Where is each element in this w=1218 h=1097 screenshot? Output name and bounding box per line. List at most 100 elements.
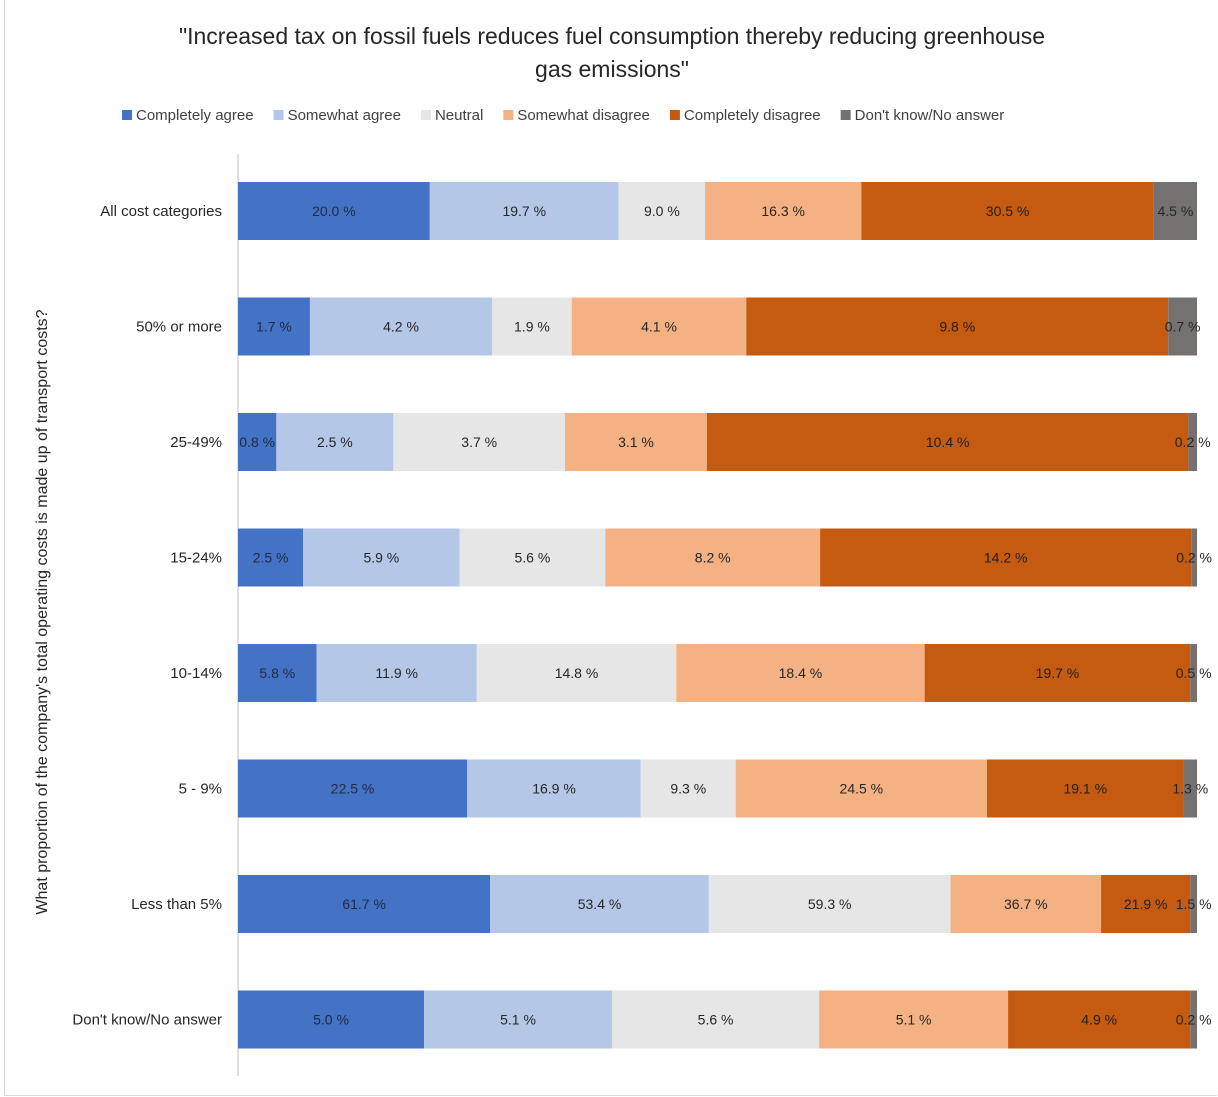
bar-row-less-than-5: 61.7 % 53.4 % 59.3 % 36.7 % 21.9 % 1.5 % xyxy=(238,875,1212,933)
legend-swatch xyxy=(420,110,431,120)
data-label: 5.6 % xyxy=(698,1012,734,1028)
bar-segment-somewhat-disagree xyxy=(605,528,821,587)
bar-segment-completely-agree xyxy=(238,990,425,1049)
legend-swatch xyxy=(273,110,284,120)
bar-segment-somewhat-agree xyxy=(424,990,613,1049)
bar-segment-don-t-know-no-answer xyxy=(1190,644,1197,702)
legend-label: Completely agree xyxy=(136,107,254,124)
data-label: 5.1 % xyxy=(500,1012,536,1028)
bar-segment-don-t-know-no-answer xyxy=(1168,297,1197,356)
chart-frame xyxy=(4,0,1217,1096)
category-label: 25-49% xyxy=(170,434,222,451)
bar-segment-neutral xyxy=(476,644,677,702)
bar-segment-completely-agree xyxy=(238,759,468,818)
data-label: 19.7 % xyxy=(502,203,546,219)
legend-label: Somewhat agree xyxy=(288,107,401,124)
data-label: 0.2 % xyxy=(1176,550,1212,566)
data-label: 4.1 % xyxy=(641,319,677,335)
legend-item-neutral: Neutral xyxy=(420,107,483,124)
bar-segment-completely-disagree xyxy=(820,528,1192,587)
data-label: 5.6 % xyxy=(515,550,551,566)
bar-segment-completely-disagree xyxy=(986,759,1184,818)
data-label: 18.4 % xyxy=(779,665,823,681)
bar-segment-somewhat-disagree xyxy=(819,990,1009,1049)
chart-legend: Completely agree Somewhat agree Neutral Som… xyxy=(122,107,1004,124)
bar-segment-don-t-know-no-answer xyxy=(1191,528,1197,587)
bar-segment-neutral xyxy=(393,413,566,471)
bar-segment-neutral xyxy=(459,528,606,587)
bar-segment-completely-disagree xyxy=(1101,875,1191,933)
data-label: 8.2 % xyxy=(695,550,731,566)
bar-segment-somewhat-agree xyxy=(309,297,493,356)
legend-label: Somewhat disagree xyxy=(517,107,650,124)
legend-swatch xyxy=(669,110,680,120)
bar-segment-completely-disagree xyxy=(861,182,1154,240)
data-label: 4.5 % xyxy=(1158,203,1194,219)
data-label: 0.5 % xyxy=(1176,665,1212,681)
category-label: 15-24% xyxy=(170,550,222,567)
bar-segment-somewhat-disagree xyxy=(705,182,862,240)
bar-segment-don-t-know-no-answer xyxy=(1153,182,1197,240)
bar-segment-somewhat-agree xyxy=(316,644,477,702)
legend-item-somewhat-agree: Somewhat agree xyxy=(273,107,401,124)
bar-segment-neutral xyxy=(708,875,951,933)
data-label: 4.9 % xyxy=(1081,1012,1117,1028)
bar-segment-somewhat-agree xyxy=(303,528,460,587)
data-label: 1.9 % xyxy=(514,319,550,335)
data-label: 2.5 % xyxy=(317,434,353,450)
category-label: 10-14% xyxy=(170,665,222,682)
legend-item-completely-agree: Completely agree xyxy=(122,107,254,124)
bar-segment-completely-disagree xyxy=(746,297,1169,356)
data-label: 22.5 % xyxy=(331,781,375,797)
data-label: 5.9 % xyxy=(363,550,399,566)
bar-segment-somewhat-agree xyxy=(467,759,641,818)
data-label: 2.5 % xyxy=(253,550,289,566)
bar-row-10-14: 5.8 % 11.9 % 14.8 % 18.4 % 19.7 % 0.5 % xyxy=(238,644,1212,702)
bar-segment-somewhat-disagree xyxy=(565,413,707,471)
legend-swatch xyxy=(503,110,514,120)
bar-segment-somewhat-agree xyxy=(276,413,394,471)
legend-label: Neutral xyxy=(435,107,483,124)
legend-item-somewhat-disagree: Somewhat disagree xyxy=(503,107,650,124)
legend-label: Completely disagree xyxy=(684,107,821,124)
bar-segment-don-t-know-no-answer xyxy=(1190,990,1197,1049)
bar-segment-don-t-know-no-answer xyxy=(1190,875,1197,933)
bars: 20.0 % 19.7 % 9.0 % 16.3 % 30.5 % 4.5 % 1.7 % 4… xyxy=(238,182,1212,1049)
bar-segment-somewhat-disagree xyxy=(571,297,747,356)
legend-item-completely-disagree: Completely disagree xyxy=(669,107,821,124)
data-label: 0.2 % xyxy=(1175,434,1211,450)
bar-segment-don-t-know-no-answer xyxy=(1188,413,1197,471)
bar-row-all-cost-categories: 20.0 % 19.7 % 9.0 % 16.3 % 30.5 % 4.5 % xyxy=(238,182,1197,240)
category-label: 50% or more xyxy=(136,319,222,336)
data-label: 1.5 % xyxy=(1176,896,1212,912)
data-label: 10.4 % xyxy=(926,434,970,450)
data-label: 19.7 % xyxy=(1036,665,1080,681)
bar-segment-neutral xyxy=(640,759,736,818)
data-label: 16.9 % xyxy=(532,781,576,797)
bar-segment-completely-agree xyxy=(238,413,277,471)
bar-segment-don-t-know-no-answer xyxy=(1183,759,1197,818)
data-label: 53.4 % xyxy=(578,896,622,912)
chart-title-line-2: gas emissions" xyxy=(535,56,689,82)
data-label: 3.7 % xyxy=(461,434,497,450)
bar-row-50-or-more: 1.7 % 4.2 % 1.9 % 4.1 % 9.8 % 0.7 % xyxy=(238,297,1201,356)
data-label: 59.3 % xyxy=(808,896,852,912)
data-label: 0.2 % xyxy=(1176,1012,1212,1028)
bar-segment-somewhat-disagree xyxy=(676,644,925,702)
chart-title-line-1: "Increased tax on fossil fuels reduces f… xyxy=(179,23,1045,49)
data-label: 5.8 % xyxy=(259,665,295,681)
data-label: 24.5 % xyxy=(840,781,884,797)
data-label: 20.0 % xyxy=(312,203,356,219)
bar-segment-neutral xyxy=(492,297,572,356)
legend-swatch xyxy=(840,110,851,120)
bar-segment-completely-disagree xyxy=(1008,990,1191,1049)
data-label: 1.3 % xyxy=(1172,781,1208,797)
data-label: 36.7 % xyxy=(1004,896,1048,912)
bar-row-don-t-know-no-answer: 5.0 % 5.1 % 5.6 % 5.1 % 4.9 % 0.2 % xyxy=(238,990,1212,1049)
bar-segment-completely-agree xyxy=(238,644,317,702)
data-label: 9.8 % xyxy=(939,319,975,335)
bar-segment-completely-agree xyxy=(238,182,430,240)
bar-segment-completely-disagree xyxy=(924,644,1191,702)
data-label: 11.9 % xyxy=(375,665,418,681)
